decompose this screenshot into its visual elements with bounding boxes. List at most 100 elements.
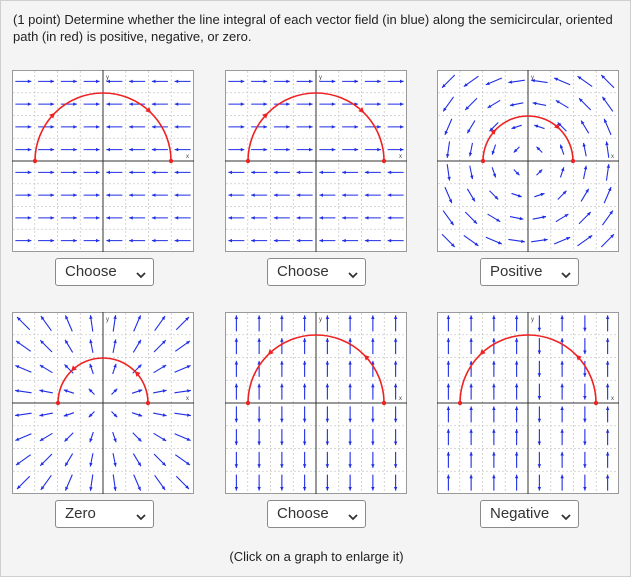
- path-direction-arrow: [134, 371, 141, 377]
- field-arrowhead: [15, 389, 19, 393]
- field-arrowhead: [325, 464, 330, 468]
- field-arrowhead: [280, 464, 284, 468]
- field-arrowhead: [377, 147, 381, 152]
- field-arrowhead: [251, 238, 255, 243]
- path-endpoint: [480, 158, 486, 164]
- field-arrowhead: [106, 102, 110, 106]
- field-arrowhead: [302, 383, 307, 388]
- field-arrowhead: [161, 486, 166, 490]
- field-arrowhead: [348, 418, 352, 423]
- field-arrowhead: [151, 102, 156, 106]
- field-arrowhead: [302, 487, 307, 491]
- field-arrowhead: [602, 96, 606, 101]
- field-arrowhead: [257, 487, 261, 491]
- field-arrowhead: [393, 315, 398, 319]
- field-arrowhead: [604, 118, 608, 123]
- field-arrowhead: [39, 437, 44, 441]
- field-arrowhead: [348, 383, 352, 388]
- answer-select-4[interactable]: Zero: [55, 500, 154, 528]
- field-arrowhead: [129, 193, 133, 197]
- field-arrowhead: [263, 79, 268, 84]
- path-direction-arrow: [364, 354, 370, 361]
- field-arrowhead: [371, 441, 375, 446]
- field-arrowhead: [514, 451, 519, 456]
- field-arrowhead: [583, 350, 587, 355]
- field-arrowhead: [325, 418, 330, 423]
- field-arrowhead: [96, 170, 100, 175]
- path-direction-arrow: [490, 129, 497, 135]
- field-arrowhead: [586, 212, 591, 216]
- field-arrowhead: [50, 238, 55, 243]
- field-arrowhead: [234, 315, 239, 319]
- field-arrowhead: [309, 79, 313, 84]
- field-arrowhead: [162, 365, 167, 369]
- field-arrowhead: [521, 239, 525, 244]
- field-arrowhead: [532, 101, 537, 106]
- field-arrowhead: [446, 315, 451, 319]
- field-arrowhead: [588, 235, 593, 239]
- field-arrowhead: [605, 383, 610, 388]
- field-arrowhead: [280, 418, 284, 423]
- field-arrowhead: [27, 238, 32, 243]
- answer-select-2[interactable]: Choose: [267, 258, 366, 286]
- field-arrowhead: [89, 487, 93, 491]
- field-arrowhead: [494, 195, 499, 200]
- field-arrowhead: [106, 238, 110, 243]
- y-axis-label: y: [106, 317, 109, 323]
- field-arrowhead: [39, 413, 44, 417]
- field-arrowhead: [583, 487, 587, 491]
- field-arrowhead: [474, 242, 479, 246]
- field-arrowhead: [174, 238, 179, 243]
- field-arrowhead: [325, 441, 330, 446]
- field-arrowhead: [534, 124, 539, 128]
- path-direction-arrow: [49, 112, 55, 119]
- field-arrowhead: [470, 175, 474, 180]
- field-arrowhead: [73, 193, 77, 197]
- field-arrowhead: [257, 418, 261, 423]
- field-arrowhead: [562, 190, 567, 195]
- field-arrowhead: [106, 147, 110, 152]
- field-arrowhead: [63, 389, 68, 393]
- answer-select-3-value: Positive: [490, 263, 543, 280]
- answer-select-3[interactable]: Positive: [480, 258, 579, 286]
- field-arrowhead: [187, 389, 191, 393]
- answer-select-5[interactable]: Choose: [267, 500, 366, 528]
- field-arrowhead: [540, 192, 545, 197]
- answer-select-1[interactable]: Choose: [55, 258, 154, 286]
- field-arrowhead: [583, 418, 587, 423]
- field-arrowhead: [465, 106, 470, 110]
- field-arrowhead: [263, 102, 268, 106]
- field-arrowhead: [583, 441, 587, 446]
- field-arrowhead: [273, 238, 278, 243]
- field-arrowhead: [234, 360, 239, 365]
- x-axis-label: x: [186, 396, 189, 402]
- field-arrowhead: [469, 383, 473, 388]
- field-arrowhead: [137, 486, 141, 491]
- field-arrowhead: [319, 170, 323, 175]
- field-arrowhead: [106, 125, 110, 129]
- field-arrowhead: [561, 167, 565, 172]
- path-direction-arrow: [267, 349, 274, 355]
- field-arrowhead: [280, 315, 284, 319]
- field-arrowhead: [186, 365, 191, 369]
- path-direction-arrow: [576, 354, 582, 361]
- field-arrowhead: [106, 216, 110, 220]
- answer-select-6[interactable]: Negative: [480, 500, 579, 528]
- field-arrowhead: [113, 462, 117, 467]
- field-arrowhead: [371, 464, 375, 468]
- field-arrowhead: [129, 102, 133, 106]
- field-arrowhead: [137, 339, 141, 344]
- semicircle-path: [57, 357, 149, 404]
- field-arrowhead: [17, 317, 21, 321]
- field-arrowhead: [560, 474, 564, 479]
- field-arrowhead: [27, 102, 32, 106]
- field-arrowhead: [560, 360, 564, 365]
- field-arrowhead: [605, 315, 610, 319]
